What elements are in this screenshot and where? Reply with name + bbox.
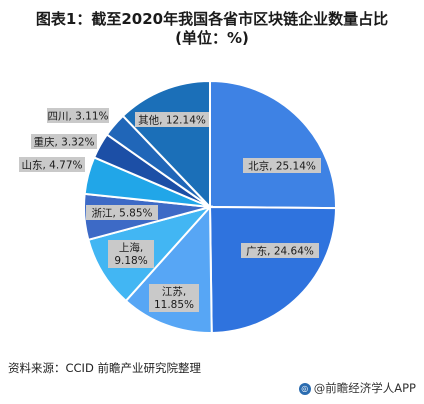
slice-label-text: 广东, 24.64% [246,245,314,258]
slice-label-box [19,157,85,172]
slice-label-山东: 山东, 4.77% [19,157,85,172]
slice-label-text: 重庆, 3.32% [33,136,94,149]
slice-label-box [135,112,209,127]
slice-label-text: 山东, 4.77% [21,159,82,172]
slice-label-text: 北京, 25.14% [248,160,316,173]
slice-label-text: 四川, 3.11% [47,111,108,123]
slice-label-江苏: 江苏, 11.85% [149,284,199,312]
slice-label-text: 浙江, 5.85% [91,208,152,220]
pie-labels: 北京, 25.14% 广东, 24.64% 江苏, 11.85% 上海, 9.18% 浙江,… [19,108,321,312]
slice-label-box [243,158,321,173]
chart-title-line1: 图表1：截至2020年我国各省市区块链企业数量占比 [35,10,389,28]
slice-label-box [108,240,154,268]
slice-label-text: 上海, 9.18% [114,241,147,267]
pie-slice-北京 [209,79,338,210]
chart-title-line2: (单位：%) [175,29,249,47]
slice-label-box [86,205,158,220]
brand-watermark: ◎ @前瞻经济学人APP [298,380,416,396]
pie-slice-广东 [208,205,338,335]
slice-label-浙江: 浙江, 5.85% [86,205,158,220]
slice-label-四川: 四川, 3.11% [47,108,109,123]
slice-label-box [241,243,319,258]
slice-label-重庆: 重庆, 3.32% [31,134,97,149]
slice-label-text: 江苏, 11.85% [154,285,194,311]
chart-title: 图表1：截至2020年我国各省市区块链企业数量占比 (单位：%) [0,10,424,48]
slice-label-text: 其他, 12.14% [138,114,206,127]
slice-label-box [47,108,109,123]
slice-label-box [149,284,199,312]
slice-label-北京: 北京, 25.14% [243,158,321,173]
brand-text: @前瞻经济学人APP [313,381,416,395]
slice-label-上海: 上海, 9.18% [108,240,154,268]
brand-logo-icon: ◎ [298,382,311,395]
slice-label-广东: 广东, 24.64% [241,243,319,258]
data-source-note: 资料来源：CCID 前瞻产业研究院整理 [8,361,201,375]
slice-label-其他: 其他, 12.14% [135,112,209,127]
slice-label-box [31,134,97,149]
